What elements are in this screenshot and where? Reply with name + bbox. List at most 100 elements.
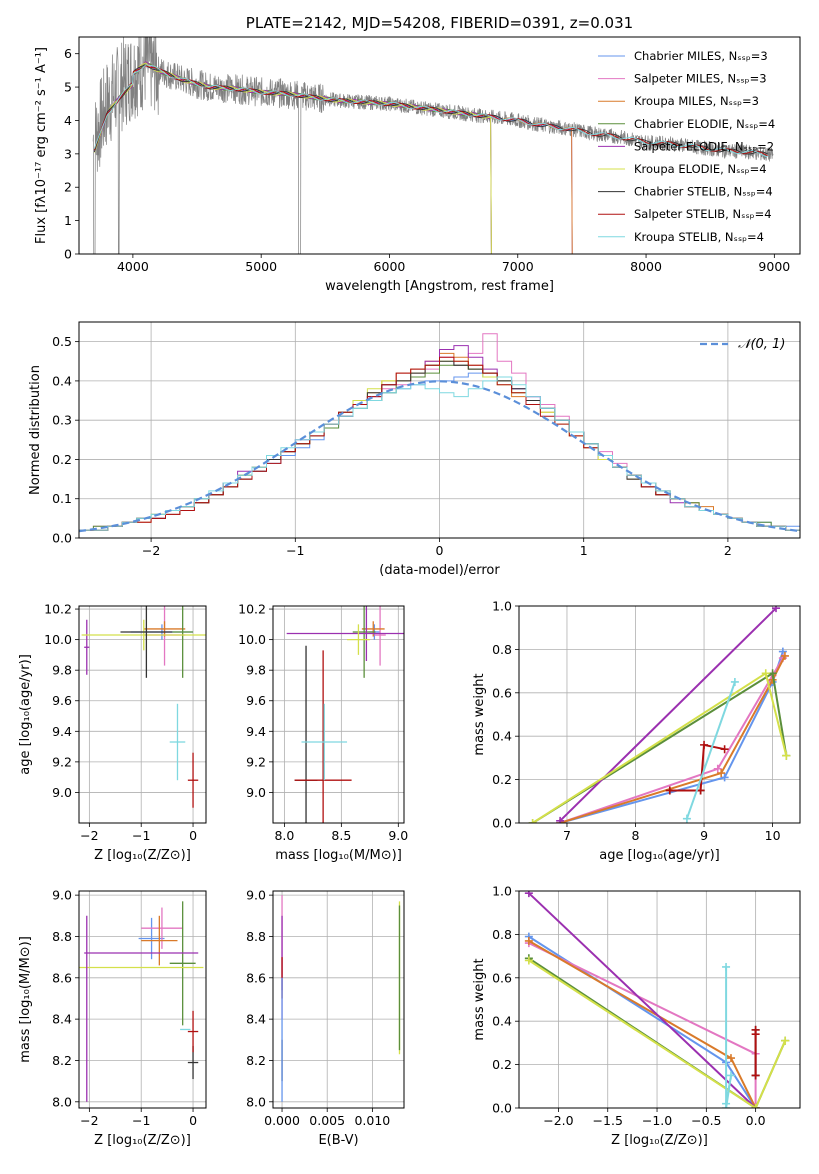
x-axis-label: (data-model)/error [379, 563, 500, 578]
panel-1: 4000 5000 6000 7000 8000 9000 0 1 2 3 4 5 6 wavelengt… [34, 14, 801, 294]
plot-area [79, 901, 204, 1102]
y-tick-label: 0.0 [492, 1101, 512, 1116]
x-tick-label: 7 [563, 828, 571, 843]
mass-weight-line [559, 607, 777, 822]
x-tick-label: 0.005 [309, 1113, 345, 1128]
x-tick-label: −2 [80, 1113, 98, 1128]
x-tick-label: 8000 [630, 259, 662, 274]
x-tick-label: 0 [189, 1113, 197, 1128]
error-bar-point [347, 624, 370, 655]
panel-4: 8.0 8.5 9.0 9.0 9.2 9.4 9.6 9.8 10.0 10.2 mass [lo… [238, 602, 408, 863]
x-axis-label: wavelength [Angstrom, rest frame] [325, 279, 554, 294]
y-tick-label: 6 [64, 46, 72, 61]
x-tick-label: 10 [765, 828, 781, 843]
axes-frame [78, 36, 801, 255]
y-axis-label: Normed distribution [28, 365, 43, 495]
error-bar-point [301, 703, 348, 781]
axes-frame [272, 890, 405, 1109]
y-axis-label: mass weight [472, 958, 487, 1040]
y-tick-label: 9.8 [52, 663, 72, 678]
mass-weight-marker [730, 677, 739, 686]
y-tick-label: 9.0 [52, 888, 72, 903]
y-tick-label: 3 [64, 146, 72, 161]
error-bar-point [169, 901, 196, 1026]
chart-title: PLATE=2142, MJD=54208, FIBERID=0391, z=0… [246, 14, 633, 32]
x-axis-label: Z [log₁₀(Z/Z⊙)] [611, 1133, 708, 1148]
y-tick-label: 9.0 [246, 785, 266, 800]
x-tick-label: 0.0 [746, 1113, 766, 1128]
mass-weight-marker [556, 816, 565, 823]
y-tick-label: 0.4 [52, 373, 72, 388]
plot-area [524, 891, 790, 1108]
model-spectrum [93, 61, 492, 254]
y-tick-label: 9.2 [52, 754, 72, 769]
y-tick-label: 4 [64, 113, 72, 128]
y-tick-label: 8.2 [246, 1053, 266, 1068]
y-tick-label: 8.6 [246, 970, 266, 985]
y-tick-label: 0.3 [52, 413, 72, 428]
x-tick-label: −2 [142, 543, 160, 558]
x-axis-label: Z [log₁₀(Z/Z⊙)] [94, 848, 191, 863]
error-bar-point [138, 917, 165, 960]
mass-weight-marker [720, 773, 729, 782]
legend-label: Salpeter STELIB, Nₛₛₚ=4 [634, 207, 772, 221]
model-spectrum [93, 64, 768, 158]
x-axis-label: age [log₁₀(age/yr)] [599, 848, 720, 863]
y-tick-label: 8.2 [52, 1053, 72, 1068]
y-tick-label: 0.4 [492, 729, 512, 744]
legend-label: Kroupa MILES, Nₛₛₚ=3 [634, 94, 759, 108]
error-bar-point [143, 621, 186, 637]
x-tick-label: 0.000 [264, 1113, 300, 1128]
mass-weight-marker [782, 751, 791, 760]
mass-weight-marker [726, 1071, 735, 1080]
mass-weight-marker [696, 786, 705, 795]
legend-label: 𝒩(0, 1) [738, 337, 785, 352]
y-tick-label: 0.8 [492, 927, 512, 942]
y-tick-label: 9.0 [246, 888, 266, 903]
plot-area [81, 606, 206, 808]
error-bar-point [84, 619, 90, 675]
mass-weight-marker [781, 1036, 790, 1045]
y-tick-label: 8.0 [52, 1094, 72, 1109]
axes-frame [518, 605, 801, 824]
mass-weight-line [528, 940, 757, 1108]
x-tick-label: 2 [724, 543, 732, 558]
model-spectrum [93, 62, 492, 254]
panel-3: −2 −1 0 9.0 9.2 9.4 9.6 9.8 10.0 10.2 Z [log₁₀(Z/Z… [18, 602, 207, 863]
mass-weight-marker [726, 1054, 735, 1063]
legend-label: Kroupa ELODIE, Nₛₛₚ=4 [634, 162, 767, 176]
x-tick-label: −1.5 [593, 1113, 623, 1128]
mass-weight-marker [751, 1104, 760, 1108]
mass-weight-line [559, 655, 786, 823]
mass-weight-marker [772, 606, 781, 613]
legend-label: Chabrier ELODIE, Nₛₛₚ=4 [634, 117, 775, 131]
y-tick-label: 1 [64, 213, 72, 228]
mass-weight-marker [780, 651, 789, 660]
x-tick-label: −1 [286, 543, 304, 558]
plot-area [281, 895, 401, 1102]
y-tick-label: 2 [64, 180, 72, 195]
axes-frame [518, 890, 801, 1109]
error-bar-point [120, 606, 173, 678]
y-tick-label: 10.0 [44, 632, 72, 647]
y-axis-label: age [log₁₀(age/yr)] [18, 654, 33, 775]
x-tick-label: 0.010 [354, 1113, 390, 1128]
mass-weight-line [528, 892, 757, 1108]
mass-weight-line [559, 657, 784, 823]
x-tick-label: −1 [132, 828, 150, 843]
error-bar-point [286, 606, 404, 662]
y-tick-label: 9.4 [52, 724, 72, 739]
y-tick-label: 9.2 [246, 754, 266, 769]
error-bar-point [187, 1010, 199, 1053]
x-tick-label: 9 [700, 828, 708, 843]
mass-weight-line [685, 681, 736, 820]
plot-area [286, 606, 404, 823]
y-tick-label: 0 [64, 247, 72, 262]
y-tick-label: 0.8 [492, 642, 512, 657]
mass-weight-marker [524, 936, 533, 945]
y-tick-label: 0.5 [52, 334, 72, 349]
mass-weight-line [528, 959, 787, 1108]
mass-weight-line [532, 671, 788, 823]
mass-weight-marker [751, 1071, 760, 1080]
error-bar-point [361, 621, 385, 637]
